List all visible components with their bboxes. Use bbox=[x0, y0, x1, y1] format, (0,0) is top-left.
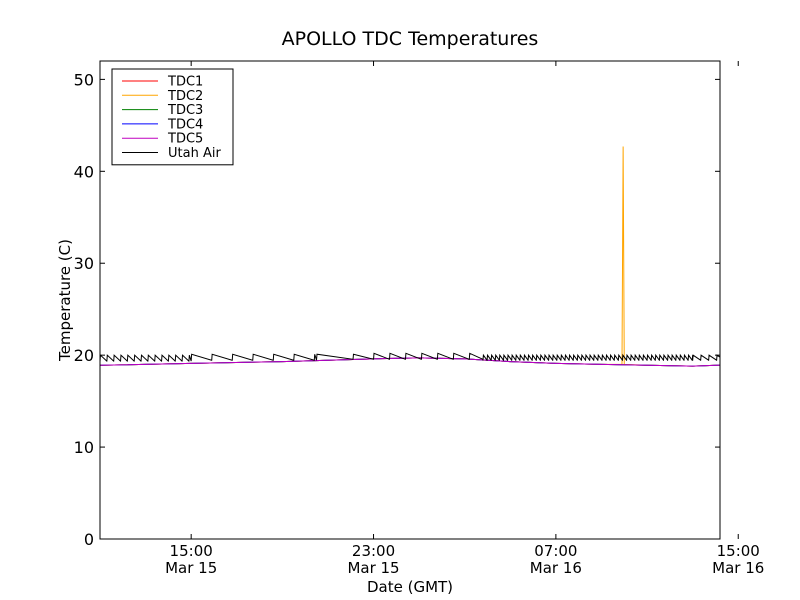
x-axis-label: Date (GMT) bbox=[367, 578, 453, 596]
legend-label-tdc5: TDC5 bbox=[167, 132, 203, 147]
x-tick-date-label: Mar 16 bbox=[712, 559, 764, 577]
legend-label-utah-air: Utah Air bbox=[168, 146, 221, 161]
legend-label-tdc3: TDC3 bbox=[167, 103, 203, 118]
y-tick-label: 0 bbox=[84, 530, 94, 549]
legend-box bbox=[111, 68, 234, 166]
y-tick-label: 30 bbox=[74, 254, 94, 273]
y-tick-label: 40 bbox=[74, 162, 94, 181]
y-axis-label: Temperature (C) bbox=[56, 239, 74, 362]
legend-label-tdc1: TDC1 bbox=[167, 75, 203, 90]
x-tick-time-label: 23:00 bbox=[352, 542, 395, 560]
x-tick-time-label: 15:00 bbox=[170, 542, 213, 560]
x-tick-time-label: 15:00 bbox=[717, 542, 760, 560]
x-tick-date-label: Mar 16 bbox=[530, 559, 582, 577]
y-tick-label: 50 bbox=[74, 70, 94, 89]
y-tick-label: 10 bbox=[74, 438, 94, 457]
x-tick-date-label: Mar 15 bbox=[165, 559, 217, 577]
series-line-tdc5 bbox=[100, 357, 720, 367]
x-tick-time-label: 07:00 bbox=[534, 542, 577, 560]
legend-label-tdc2: TDC2 bbox=[167, 89, 203, 104]
series-line-utah-air bbox=[100, 352, 720, 362]
plot-frame bbox=[99, 60, 721, 540]
legend-label-tdc4: TDC4 bbox=[167, 117, 203, 132]
x-tick-date-label: Mar 15 bbox=[347, 559, 399, 577]
chart-title: APOLLO TDC Temperatures bbox=[282, 28, 539, 50]
series-layer bbox=[100, 146, 720, 367]
y-tick-label: 20 bbox=[74, 346, 94, 365]
